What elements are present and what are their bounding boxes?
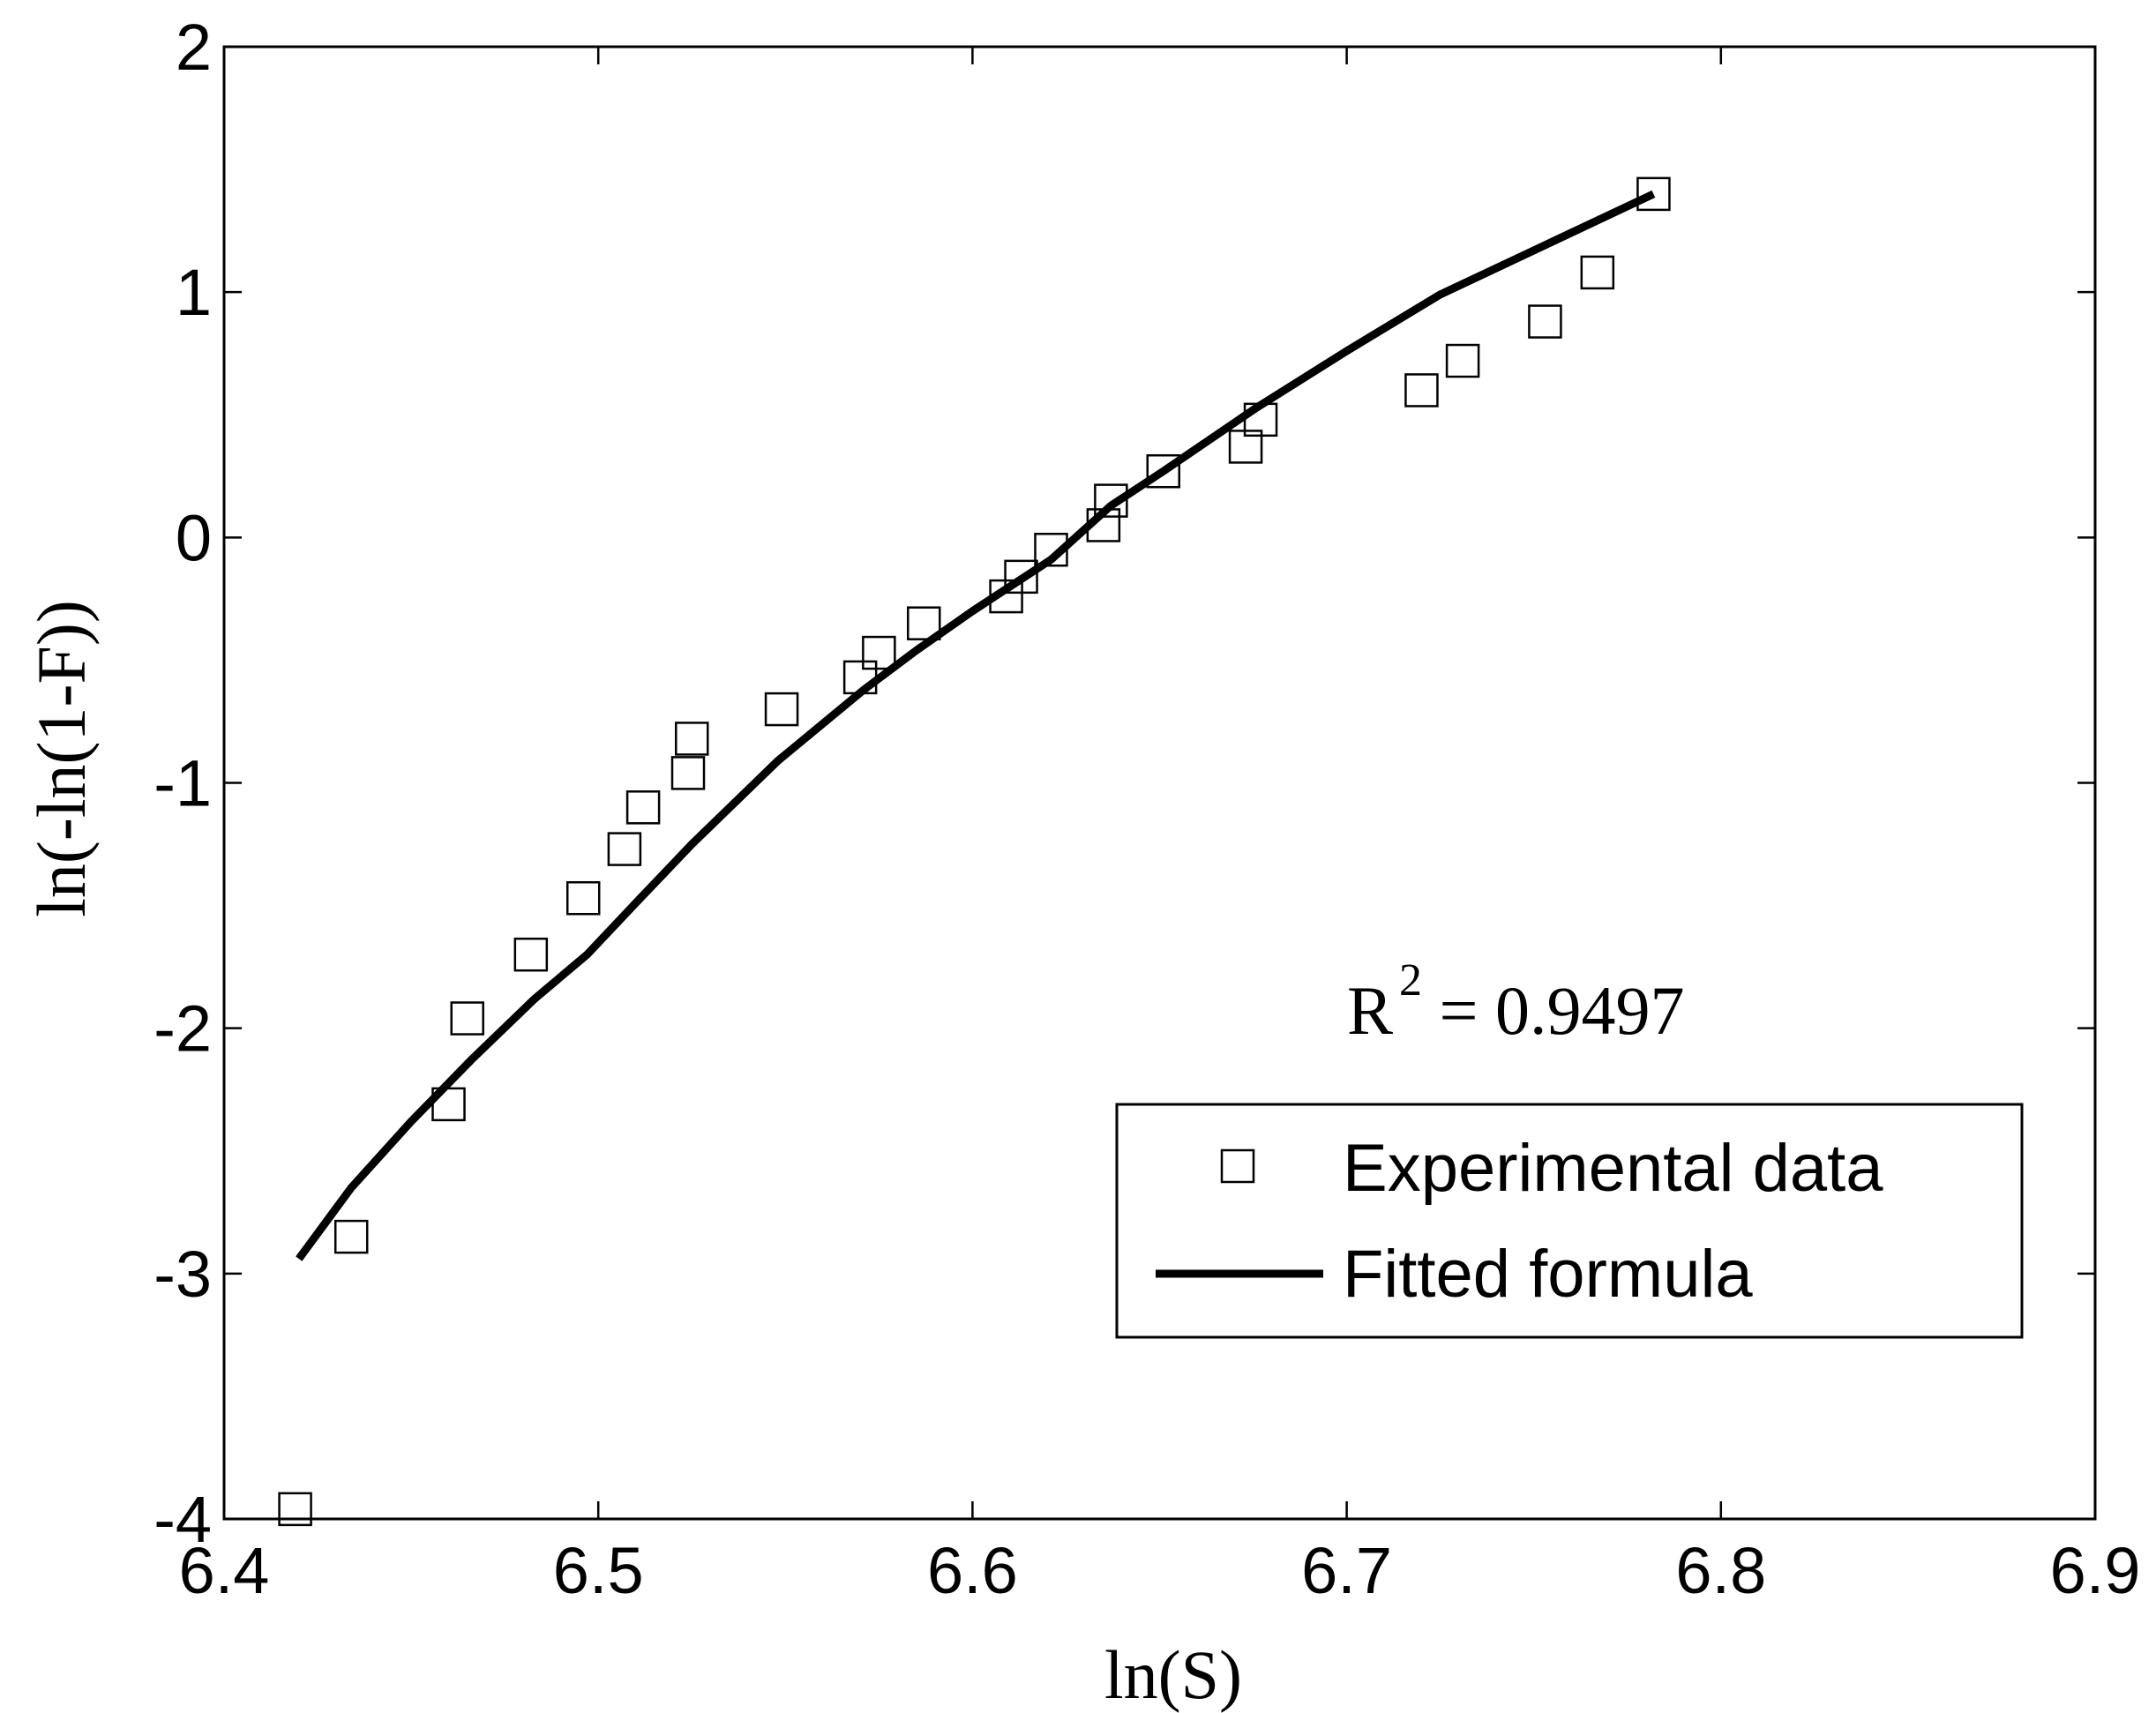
data-point-marker (1034, 532, 1068, 567)
experimental-series (278, 176, 1671, 1527)
data-point-marker (278, 1492, 312, 1527)
y-tick-label: 2 (176, 11, 212, 84)
annotation-superscript: 2 (1399, 955, 1422, 1006)
x-axis-label: ln(S) (1104, 1636, 1242, 1713)
data-point-marker (565, 880, 601, 916)
data-point-marker (675, 722, 709, 756)
data-point-marker (1243, 402, 1278, 438)
data-point-marker (1445, 343, 1480, 378)
legend: Experimental data Fitted formula (1115, 1103, 2024, 1339)
data-point-marker (1094, 483, 1128, 518)
x-tick-label: 6.5 (553, 1534, 644, 1607)
r-squared-annotation: R 2 = 0.9497 (1347, 955, 1685, 1049)
y-axis-label: ln(-ln(1-F)) (23, 600, 100, 917)
legend-box (1115, 1103, 2024, 1339)
data-point-marker (670, 756, 706, 790)
data-point-marker (1004, 559, 1038, 595)
data-point-marker (1528, 304, 1562, 339)
annotation-value: = 0.9497 (1422, 972, 1685, 1049)
data-point-marker (333, 1219, 369, 1254)
data-point-marker (450, 1001, 484, 1036)
data-point-marker (907, 606, 941, 640)
x-tick-label: 6.6 (927, 1534, 1018, 1607)
data-point-marker (625, 790, 661, 825)
y-tick-label: 0 (176, 501, 212, 574)
data-point-marker (1580, 255, 1615, 290)
x-tick-label: 6.8 (1675, 1534, 1766, 1607)
data-point-marker (1636, 176, 1671, 212)
legend-label-fitted: Fitted formula (1343, 1237, 1753, 1312)
legend-label-experimental: Experimental data (1343, 1131, 1883, 1206)
y-tick-label: -1 (153, 747, 212, 820)
data-point-marker (764, 692, 799, 727)
data-point-marker (1146, 453, 1180, 489)
fitted-curve (296, 190, 1656, 1261)
fitted-series (296, 190, 1656, 1261)
data-point-marker (513, 937, 549, 972)
data-point-marker (607, 832, 642, 866)
x-tick-label: 6.9 (2050, 1534, 2141, 1607)
y-tick-label: -2 (153, 992, 212, 1066)
y-tick-label: 1 (176, 256, 212, 329)
data-point-marker (431, 1087, 466, 1122)
axes: 6.4 6.5 6.6 6.7 6.8 6.9 2 1 0 -1 -2 -3 -4 (153, 11, 2140, 1607)
data-point-marker (1404, 373, 1439, 408)
y-tick-label: -3 (153, 1238, 212, 1311)
x-tick-label: 6.4 (179, 1534, 270, 1607)
data-point-marker (842, 660, 878, 695)
annotation-base: R (1347, 972, 1393, 1049)
x-tick-label: 6.7 (1301, 1534, 1392, 1607)
data-point-marker (862, 635, 896, 670)
legend-marker-square (1220, 1148, 1255, 1184)
data-point-marker (1086, 508, 1121, 542)
y-tick-label: -4 (153, 1483, 212, 1556)
